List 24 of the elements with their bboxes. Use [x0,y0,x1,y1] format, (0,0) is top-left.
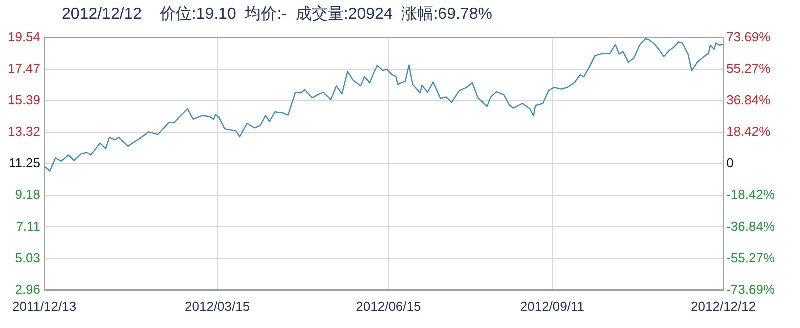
y2-tick-label: -73.69% [726,282,776,297]
x-tick-label: 2012/09/11 [520,298,584,314]
y2-tick-label: -55.27% [726,250,776,266]
y-tick-label: 7.11 [16,218,41,234]
y2-tick-label: 18.42% [726,124,772,140]
y2-tick-label: 0 [726,156,734,171]
y-tick-label: 2.96 [15,282,41,297]
y2-tick-label: -36.84% [726,218,776,234]
y-tick-label: 13.32 [8,124,41,140]
x-tick-label: 2011/12/13 [12,298,77,314]
y-tick-label: 17.47 [8,60,41,76]
y2-tick-label: 55.27% [726,60,772,76]
y-tick-label: 5.03 [15,250,41,266]
x-tick-label: 2012/03/15 [185,298,250,314]
y-tick-label: 9.18 [15,187,41,202]
y2-tick-label: 36.84% [726,92,772,108]
y-tick-label: 19.54 [8,29,41,44]
y2-tick-label: -18.42% [726,187,776,202]
y2-tick-label: 73.69% [726,29,772,44]
y-tick-label: 15.39 [8,92,41,108]
x-tick-label: 2012/12/12 [691,298,756,314]
x-tick-label: 2012/06/15 [356,298,422,314]
chart-title: 2012/12/12 价位:19.10 均价:- 成交量:20924 涨幅:69.78% [61,4,494,25]
y-tick-label: 11.25 [8,156,41,171]
